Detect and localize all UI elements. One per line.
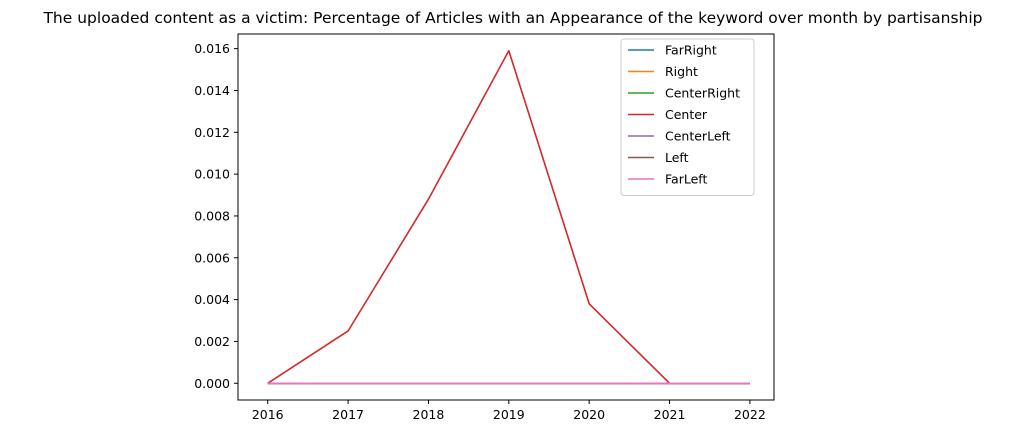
x-tick-label: 2019 [493, 407, 525, 422]
y-tick-label: 0.014 [194, 83, 230, 98]
legend-box [620, 38, 755, 196]
y-tick-label: 0.008 [194, 208, 230, 223]
y-tick-label: 0.006 [194, 250, 230, 265]
series-lines [267, 49, 750, 385]
x-tick-label: 2016 [252, 407, 284, 422]
legend-label-centerright: CenterRight [665, 86, 740, 101]
chart-title: The uploaded content as a victim: Percen… [42, 9, 982, 27]
y-tick-label: 0.002 [194, 334, 230, 349]
x-tick-label: 2022 [734, 407, 766, 422]
y-tick-label: 0.004 [194, 292, 230, 307]
x-tick-label: 2018 [413, 407, 445, 422]
legend-label-left: Left [665, 150, 689, 165]
y-tick-label: 0.012 [194, 125, 230, 140]
y-tick-label: 0.016 [194, 41, 230, 56]
axes-frame [237, 33, 775, 401]
x-tick-label: 2020 [573, 407, 605, 422]
x-tick-label: 2017 [332, 407, 364, 422]
y-axis: 0.000 0.002 0.004 0.006 0.008 0.010 0.012 0.014… [194, 41, 238, 391]
legend-label-farright: FarRight [665, 43, 717, 58]
x-tick-label: 2021 [654, 407, 686, 422]
x-axis: 2016 2017 2018 2019 2020 2021 2022 [252, 400, 766, 422]
y-tick-label: 0.000 [194, 376, 230, 391]
legend-label-centerleft: CenterLeft [665, 129, 731, 144]
legend-label-right: Right [665, 64, 698, 79]
legend-label-center: Center [665, 107, 708, 122]
legend: FarRight Right CenterRight Center CenterLeft… [620, 38, 755, 196]
y-tick-label: 0.010 [194, 167, 230, 182]
legend-label-farleft: FarLeft [665, 172, 707, 187]
